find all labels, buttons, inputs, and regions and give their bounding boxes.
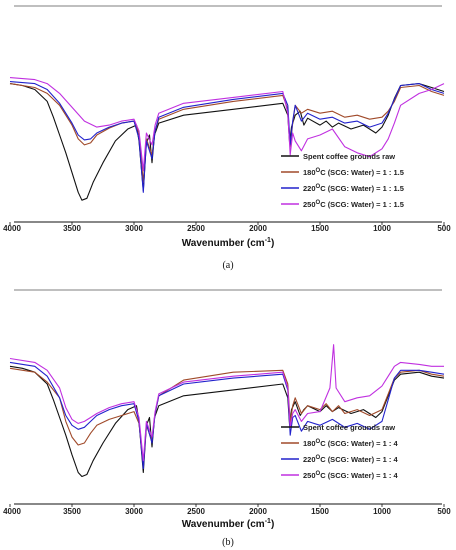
series-line-3 xyxy=(9,344,444,462)
x-tick-label: 3000 xyxy=(125,507,143,516)
series-line-0 xyxy=(9,83,445,201)
legend-label: 180OC (SCG: Water) = 1 : 4 xyxy=(303,439,398,448)
legend-label: Spent coffee grounds raw xyxy=(303,423,395,432)
legend-label: 220OC (SCG: Water) = 1 : 4 xyxy=(303,455,398,464)
legend-label: 250OC (SCG: Water) = 1 : 1.5 xyxy=(303,200,404,209)
series-line-2 xyxy=(9,361,445,470)
x-tick-label: 2000 xyxy=(249,507,267,516)
series-line-3 xyxy=(9,77,445,172)
legend-label: 220OC (SCG: Water) = 1 : 1.5 xyxy=(303,184,404,193)
panel-b: 4000 3500 3000 2500 2000 1500 1000 500 Spent cof… xyxy=(3,289,451,548)
series-line-1 xyxy=(9,367,445,466)
legend: Spent coffee grounds raw 180OC (SCG: Wate… xyxy=(281,152,404,209)
x-tick-label: 3500 xyxy=(63,224,81,233)
x-tick-label: 2000 xyxy=(249,224,267,233)
x-tick-label: 2500 xyxy=(187,224,205,233)
x-tick-label: 1000 xyxy=(373,224,391,233)
x-tick-label: 500 xyxy=(437,224,451,233)
x-tick-label: 2500 xyxy=(187,507,205,516)
series-line-1 xyxy=(9,83,445,183)
legend: Spent coffee grounds raw 180OC (SCG: Wate… xyxy=(281,423,398,480)
panel-label: (b) xyxy=(222,537,234,548)
x-tick-label: 1500 xyxy=(311,507,329,516)
x-tick-label: 4000 xyxy=(3,507,21,516)
x-tick-label: 3000 xyxy=(125,224,143,233)
panel-a: 4000 3500 3000 2500 2000 1500 1000 500 Spent cof… xyxy=(3,5,451,271)
legend-label: 250OC (SCG: Water) = 1 : 4 xyxy=(303,471,398,480)
legend-label: Spent coffee grounds raw xyxy=(303,152,395,161)
x-axis-label: Wavenumber (cm-1) xyxy=(182,518,275,530)
legend-label: 180OC (SCG: Water) = 1 : 1.5 xyxy=(303,168,404,177)
x-tick-label: 500 xyxy=(437,507,451,516)
x-tick-label: 3500 xyxy=(63,507,81,516)
x-tick-label: 1000 xyxy=(373,507,391,516)
x-tick-label: 4000 xyxy=(3,224,21,233)
series-line-2 xyxy=(9,81,445,193)
x-axis-label: Wavenumber (cm-1) xyxy=(182,237,275,249)
series-line-0 xyxy=(9,365,445,478)
panel-label: (a) xyxy=(222,260,233,271)
x-tick-label: 1500 xyxy=(311,224,329,233)
